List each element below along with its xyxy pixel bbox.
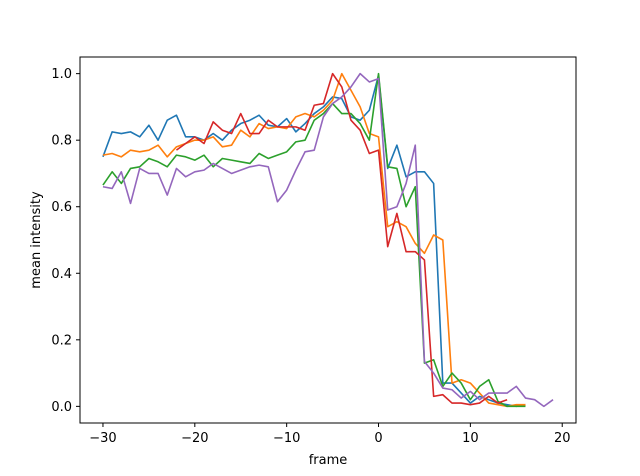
series-line-3 [102,72,526,408]
x-tick-label: 0 [374,431,382,446]
x-tick-label: −20 [181,431,208,446]
x-axis-ticks: −30 −20 −10 0 10 20 [89,423,570,446]
y-axis-ticks: 0.0 0.2 0.4 0.6 0.8 1.0 [51,67,80,415]
series-line-4 [175,72,508,406]
y-tick-label: 0.6 [51,200,72,215]
series-line-1 [102,74,526,408]
y-tick-label: 0.2 [51,333,72,348]
x-tick-label: 20 [554,431,571,446]
x-tick-label: −30 [89,431,116,446]
series-line-2 [102,72,526,408]
plot-series [102,72,554,408]
y-tick-label: 0.0 [51,400,72,415]
y-tick-label: 0.8 [51,134,72,149]
y-tick-label: 1.0 [51,67,72,82]
x-tick-label: −10 [273,431,300,446]
series-line-5 [102,72,554,408]
x-axis-label: frame [309,453,348,468]
x-tick-label: 10 [462,431,479,446]
plot-frame [79,56,577,424]
y-axis-label: mean intensity [29,191,44,289]
y-tick-label: 0.4 [51,267,72,282]
